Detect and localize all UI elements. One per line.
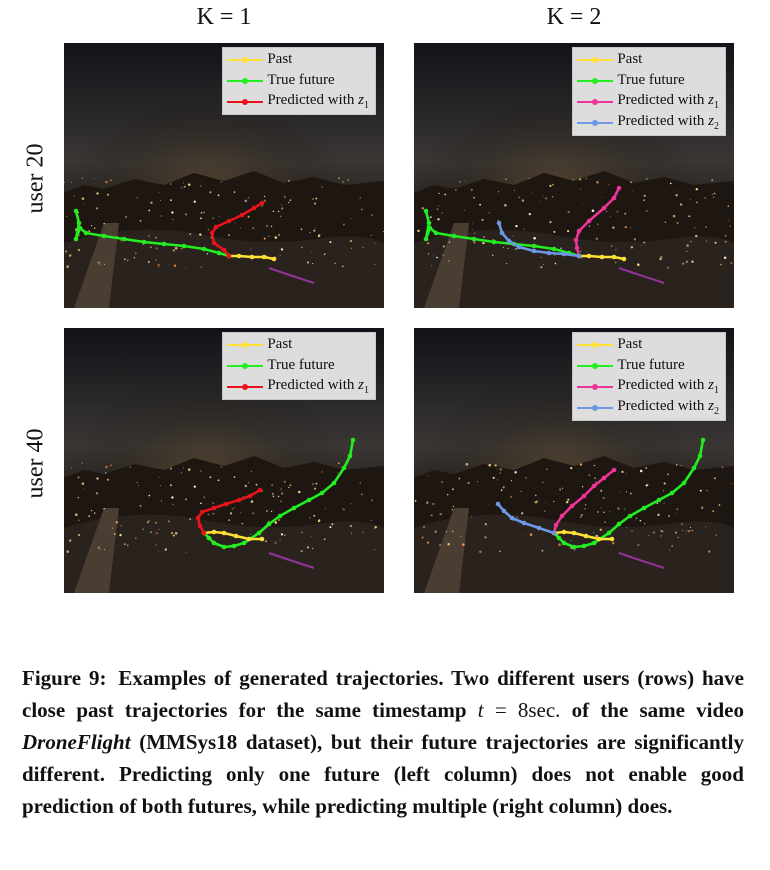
caption-text-2: of the same video [571, 698, 744, 722]
past-trajectory [226, 253, 277, 262]
legend-label-true-future: True future [267, 357, 335, 373]
legend-swatch-predicted-z1 [577, 97, 614, 107]
legend-swatch-true-future [227, 76, 264, 86]
true-future-trajectory [73, 208, 232, 259]
row-label-user-40: user 40 [16, 328, 56, 598]
panel-user20-k1: Past True future Predicted with z1 [64, 43, 384, 308]
legend-entry-predicted-z2: Predicted with z2 [577, 397, 719, 418]
legend-swatch-predicted-z1 [227, 97, 264, 107]
legend-label-true-future: True future [617, 72, 685, 88]
predicted-trajectory-z1 [195, 487, 263, 536]
true-future-trajectory [551, 437, 706, 550]
legend-swatch-predicted-z2 [577, 403, 614, 413]
caption-label: Figure 9: [22, 666, 107, 690]
legend-z-subscript: 1 [714, 385, 719, 396]
legend-entry-past: Past [227, 49, 369, 70]
legend-swatch-past [227, 340, 264, 350]
legend-entry-past: Past [577, 49, 719, 70]
legend: Past True future Predicted with z1 Predi… [572, 47, 726, 136]
panel-user40-k2: Past True future Predicted with z1 Predi… [414, 328, 734, 593]
legend: Past True future Predicted with z1 [222, 332, 376, 400]
legend-swatch-true-future [577, 361, 614, 371]
legend-predicted-prefix: Predicted with [617, 113, 709, 129]
column-title-k2: K = 2 [546, 4, 602, 30]
figure-caption: Figure 9: Examples of generated trajecto… [22, 662, 744, 822]
legend-predicted-prefix: Predicted with [267, 377, 359, 393]
legend-z-symbol: z [708, 377, 714, 393]
legend-swatch-past [577, 55, 614, 65]
predicted-trajectory-z1 [209, 200, 265, 259]
legend-label-predicted-z1: Predicted with z1 [267, 92, 369, 111]
legend-swatch-past [577, 340, 614, 350]
legend-z-subscript: 1 [364, 100, 369, 111]
legend-entry-predicted-z1: Predicted with z1 [227, 376, 369, 397]
legend-label-past: Past [267, 51, 293, 67]
legend-entry-true-future: True future [577, 355, 719, 376]
legend-entry-predicted-z1: Predicted with z1 [577, 376, 719, 397]
caption-video-name: DroneFlight [22, 730, 131, 754]
legend-z-symbol: z [358, 92, 364, 108]
legend-label-predicted-z1: Predicted with z1 [617, 377, 719, 396]
legend: Past True future Predicted with z1 Predi… [572, 332, 726, 421]
legend-predicted-prefix: Predicted with [267, 92, 359, 108]
legend-swatch-predicted-z1 [577, 382, 614, 392]
predicted-trajectory-z2 [495, 501, 557, 536]
legend-entry-predicted-z1: Predicted with z1 [577, 91, 719, 112]
legend-label-predicted-z1: Predicted with z1 [617, 92, 719, 111]
legend-label-predicted-z1: Predicted with z1 [267, 377, 369, 396]
legend-label-past: Past [617, 336, 643, 352]
legend-label-past: Past [617, 51, 643, 67]
panel-user40-k1: Past True future Predicted with z1 [64, 328, 384, 593]
row-label-user-40-text: user 40 [22, 428, 49, 498]
legend-swatch-past [227, 55, 264, 65]
caption-time-value: = 8sec. [494, 698, 561, 722]
row-label-user-20-text: user 20 [22, 143, 49, 213]
legend: Past True future Predicted with z1 [222, 47, 376, 115]
legend-z-subscript: 1 [714, 100, 719, 111]
legend-entry-true-future: True future [227, 70, 369, 91]
legend-predicted-prefix: Predicted with [617, 377, 709, 393]
legend-swatch-predicted-z1 [227, 382, 264, 392]
legend-predicted-prefix: Predicted with [617, 398, 709, 414]
caption-text-3: (MMSys18 dataset), but their future traj… [22, 730, 744, 818]
legend-z-subscript: 2 [714, 406, 719, 417]
predicted-trajectory-z1 [551, 467, 617, 536]
legend-entry-predicted-z1: Predicted with z1 [227, 91, 369, 112]
legend-swatch-true-future [227, 361, 264, 371]
legend-swatch-true-future [577, 76, 614, 86]
panel-user20-k2: Past True future Predicted with z1 Predi… [414, 43, 734, 308]
legend-z-symbol: z [708, 92, 714, 108]
legend-entry-past: Past [227, 334, 369, 355]
legend-entry-true-future: True future [227, 355, 369, 376]
legend-label-past: Past [267, 336, 293, 352]
predicted-trajectory-z2 [496, 220, 582, 259]
legend-z-subscript: 1 [364, 385, 369, 396]
caption-time-variable: t [477, 698, 484, 722]
legend-z-symbol: z [358, 377, 364, 393]
legend-z-symbol: z [708, 113, 714, 129]
legend-label-true-future: True future [267, 72, 335, 88]
legend-entry-true-future: True future [577, 70, 719, 91]
column-title-k1: K = 1 [196, 4, 252, 30]
legend-entry-predicted-z2: Predicted with z2 [577, 112, 719, 133]
legend-label-predicted-z2: Predicted with z2 [617, 113, 719, 132]
caption-text-1: Examples of generated trajectories. Two … [22, 666, 744, 722]
legend-z-symbol: z [708, 398, 714, 414]
legend-predicted-prefix: Predicted with [617, 92, 709, 108]
row-label-user-20: user 20 [16, 43, 56, 313]
legend-label-predicted-z2: Predicted with z2 [617, 398, 719, 417]
true-future-trajectory [201, 437, 356, 550]
legend-swatch-predicted-z2 [577, 118, 614, 128]
legend-entry-past: Past [577, 334, 719, 355]
legend-label-true-future: True future [617, 357, 685, 373]
legend-z-subscript: 2 [714, 121, 719, 132]
